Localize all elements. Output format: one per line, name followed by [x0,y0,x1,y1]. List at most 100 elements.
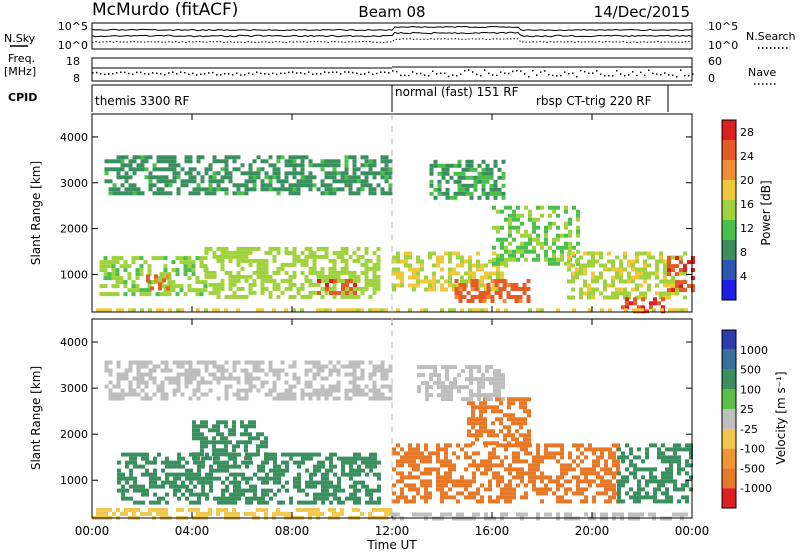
heatmap-cell-r0 [369,460,373,465]
heatmap-cell-r5 [460,275,464,280]
heatmap-cell-r2 [372,262,377,267]
heatmap-cell-r2 [152,380,157,385]
heatmap-cell-r9 [629,301,633,306]
heatmap-cell-r8 [440,512,444,517]
heatmap-cell-r7 [552,209,556,214]
heatmap-cell-r3 [564,487,568,492]
heatmap-cell-r3 [608,447,612,452]
heatmap-cell-r4 [523,401,527,406]
heatmap-cell-r2 [236,286,241,291]
heatmap-cell-r0 [337,484,341,489]
heatmap-cell-r4 [232,159,237,164]
heatmap-cell-r0 [369,456,373,461]
heatmap-cell-r3 [548,479,552,484]
heatmap-cell-r3 [536,447,540,452]
heatmap-cell-r2 [300,294,305,299]
heatmap-cell-r4 [527,409,531,414]
heatmap-cell-r0 [321,484,325,489]
heatmap-cell-r0 [143,288,148,293]
heatmap-cell-r2 [344,262,349,267]
heatmap-cell-r3 [544,447,548,452]
heatmap-cell-r0 [131,280,136,285]
heatmap-cell-r0 [361,456,365,461]
heatmap-cell-r12 [600,308,604,313]
heatmap-cell-r6 [661,479,665,484]
heatmap-cell-r2 [228,274,233,279]
heatmap-cell-r2 [240,246,245,251]
heatmap-cell-r7 [368,511,372,516]
heatmap-cell-r0 [153,480,157,485]
heatmap-cell-r6 [669,463,673,468]
heatmap-cell-r8 [587,283,591,288]
heatmap-cell-r0 [325,488,329,493]
heatmap-cell-r3 [448,471,452,476]
heatmap-cell-r7 [492,245,496,250]
heatmap-cell-r2 [128,360,133,365]
heatmap-cell-r0 [333,492,337,497]
heatmap-cell-r4 [224,163,229,168]
y-tick-label: 1000 [60,268,88,281]
heatmap-cell-r4 [112,167,117,172]
heatmap-cell-r2 [288,384,293,389]
heatmap-cell-r3 [604,487,608,492]
heatmap-cell-r4 [507,401,511,406]
heatmap-cell-r7 [220,507,224,512]
heatmap-cell-r4 [523,417,527,422]
heatmap-cell-r0 [237,480,241,485]
heatmap-cell-r2 [256,360,261,365]
heatmap-cell-r4 [132,167,137,172]
heatmap-cell-r6 [649,479,653,484]
heatmap-cell-r4 [276,155,281,160]
heatmap-cell-r5 [420,259,424,264]
heatmap-cell-r8 [571,279,575,284]
heatmap-cell-r3 [472,459,476,464]
heatmap-cell-r4 [248,187,253,192]
heatmap-cell-r8 [643,271,647,276]
heatmap-cell-r3 [500,475,504,480]
heatmap-cell-r6 [510,295,515,299]
heatmap-cell-r0 [125,480,129,485]
heatmap-cell-r0 [153,500,157,505]
heatmap-cell-r8 [571,275,575,280]
heatmap-cell-r7 [532,257,536,262]
heatmap-cell-r0 [317,468,321,473]
heatmap-cell-r3 [400,475,404,480]
heatmap-cell-r4 [380,167,385,172]
heatmap-cell-r2 [336,278,341,283]
heatmap-cell-r6 [621,475,625,480]
heatmap-cell-r2 [388,388,393,393]
heatmap-cell-r8 [611,267,615,272]
heatmap-cell-r8 [571,287,575,292]
colorbar-tick-label: 16 [740,198,754,211]
heatmap-cell-r4 [268,179,273,184]
heatmap-cell-r2 [252,278,257,283]
heatmap-cell-r5 [428,255,432,260]
colorbar-swatch [722,409,736,429]
velocity-colorbar-label: Velocity [m s⁻¹] [774,371,788,464]
heatmap-cell-r6 [661,471,665,476]
heatmap-cell-r4 [324,163,329,168]
heatmap-cell-r0 [161,496,165,501]
heatmap-cell-r12 [216,308,220,313]
heatmap-cell-r5 [416,279,420,284]
heatmap-cell-r7 [216,507,220,512]
heatmap-cell-r3 [552,443,556,448]
heatmap-cell-r3 [508,487,512,492]
heatmap-cell-r3 [424,499,428,504]
heatmap-cell-r3 [572,443,576,448]
heatmap-cell-r2 [220,286,225,291]
heatmap-cell-r7 [564,233,568,238]
heatmap-cell-r8 [567,251,571,256]
heatmap-cell-r2 [256,388,261,393]
heatmap-cell-r3 [556,495,560,500]
heatmap-cell-r0 [125,488,129,493]
heatmap-cell-r5 [457,373,461,378]
heatmap-cell-r8 [627,263,631,268]
heatmap-cell-r6 [637,447,641,452]
heatmap-cell-r0 [325,480,329,485]
heatmap-cell-r3 [436,483,440,488]
heatmap-cell-r3 [528,475,532,480]
heatmap-cell-r2 [332,270,337,275]
heatmap-cell-r0 [197,460,201,465]
heatmap-cell-r10 [679,284,683,289]
